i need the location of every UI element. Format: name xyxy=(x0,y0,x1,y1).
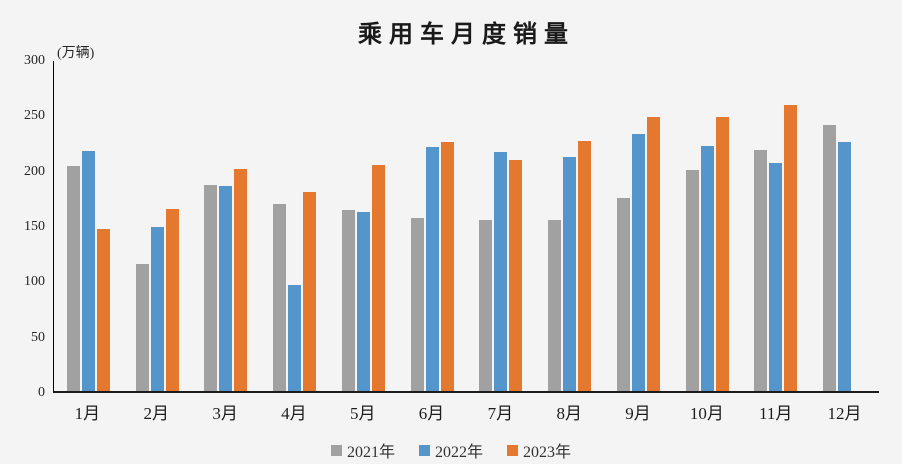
x-axis: 1月 2月 3月 4月 5月 6月 7月 8月 9月 10月 11月 12月 xyxy=(53,399,879,424)
bar-2023年 xyxy=(578,140,592,391)
y-axis: 0 50 100 150 200 250 300 xyxy=(0,0,45,464)
bar-2023年 xyxy=(509,160,523,391)
bar-2022年 xyxy=(700,145,714,391)
x-tick-label: 9月 xyxy=(625,404,651,423)
bar-2023年 xyxy=(165,209,179,391)
legend: 2021年 2022年 2023年 xyxy=(0,438,902,462)
bar-group xyxy=(54,61,123,391)
bar-group xyxy=(467,61,536,391)
bar-2022年 xyxy=(356,212,370,391)
plot-area xyxy=(53,61,879,393)
bar-2022年 xyxy=(838,142,852,391)
bar-group xyxy=(810,61,879,391)
bar-2021年 xyxy=(754,149,768,391)
bar-2021年 xyxy=(66,166,80,391)
bar-2021年 xyxy=(685,170,699,391)
x-tick-label: 7月 xyxy=(487,404,514,423)
bar-group xyxy=(192,61,261,391)
bar-2022年 xyxy=(494,151,508,391)
bar-2021年 xyxy=(410,218,424,391)
bar-2021年 xyxy=(273,203,287,391)
bar-2021年 xyxy=(479,220,493,391)
x-tick-label: 3月 xyxy=(212,404,238,423)
legend-swatch-icon xyxy=(507,444,518,456)
bar-2022年 xyxy=(563,157,577,391)
bar-group xyxy=(742,61,811,391)
y-tick-label: 200 xyxy=(24,163,45,179)
bar-group xyxy=(398,61,467,391)
legend-swatch-icon xyxy=(418,444,430,456)
bar-2021年 xyxy=(548,220,562,391)
bar-2022年 xyxy=(769,162,783,391)
bar-2022年 xyxy=(631,134,645,391)
y-tick-label: 300 xyxy=(24,53,45,68)
x-tick-label: 10月 xyxy=(689,404,724,423)
y-tick-label: 0 xyxy=(38,385,45,400)
x-tick-label: 8月 xyxy=(556,404,582,423)
bar-2023年 xyxy=(715,117,729,391)
bar-2023年 xyxy=(440,141,454,391)
x-tick-label: 6月 xyxy=(418,404,445,423)
bar-group xyxy=(535,61,604,391)
legend-item: 2022年 xyxy=(418,438,483,462)
bar-group xyxy=(329,61,398,391)
bar-2022年 xyxy=(219,185,233,391)
bar-2021年 xyxy=(341,209,355,391)
x-tick-label: 11月 xyxy=(759,404,793,423)
y-tick-label: 100 xyxy=(24,274,45,290)
bar-2022年 xyxy=(81,150,95,391)
x-tick-label: 12月 xyxy=(827,404,862,423)
chart-title: 乘用车月度销量 xyxy=(358,22,575,48)
legend-item: 2023年 xyxy=(507,438,571,462)
x-tick-label: 2月 xyxy=(143,404,169,423)
bar-group xyxy=(604,61,673,391)
y-tick-label: 50 xyxy=(31,329,45,345)
y-axis-unit-label: (万辆) xyxy=(57,46,95,61)
legend-label: 2022年 xyxy=(434,444,483,461)
bar-2021年 xyxy=(135,263,149,391)
legend-swatch-icon xyxy=(330,444,342,456)
bar-group xyxy=(123,61,192,391)
bar-group xyxy=(673,61,742,391)
y-tick-label: 250 xyxy=(24,108,45,124)
bar-2021年 xyxy=(823,124,837,391)
y-tick-label: 150 xyxy=(24,219,45,234)
bar-2022年 xyxy=(288,284,302,391)
bar-2023年 xyxy=(96,229,110,391)
bar-2023年 xyxy=(371,165,385,391)
legend-label: 2021年 xyxy=(346,444,395,461)
legend-item: 2021年 xyxy=(330,438,395,462)
bar-2023年 xyxy=(303,191,317,391)
bar-2022年 xyxy=(425,146,439,391)
bar-2023年 xyxy=(234,169,248,391)
bar-2023年 xyxy=(646,117,660,391)
x-tick-label: 1月 xyxy=(74,404,101,423)
x-tick-label: 4月 xyxy=(281,404,307,423)
bar-group xyxy=(260,61,329,391)
legend-label: 2023年 xyxy=(523,444,572,461)
bar-2021年 xyxy=(204,184,218,391)
bar-2022年 xyxy=(150,227,164,391)
x-tick-label: 5月 xyxy=(349,404,376,423)
bar-2023年 xyxy=(784,104,798,391)
bar-2021年 xyxy=(616,198,630,391)
